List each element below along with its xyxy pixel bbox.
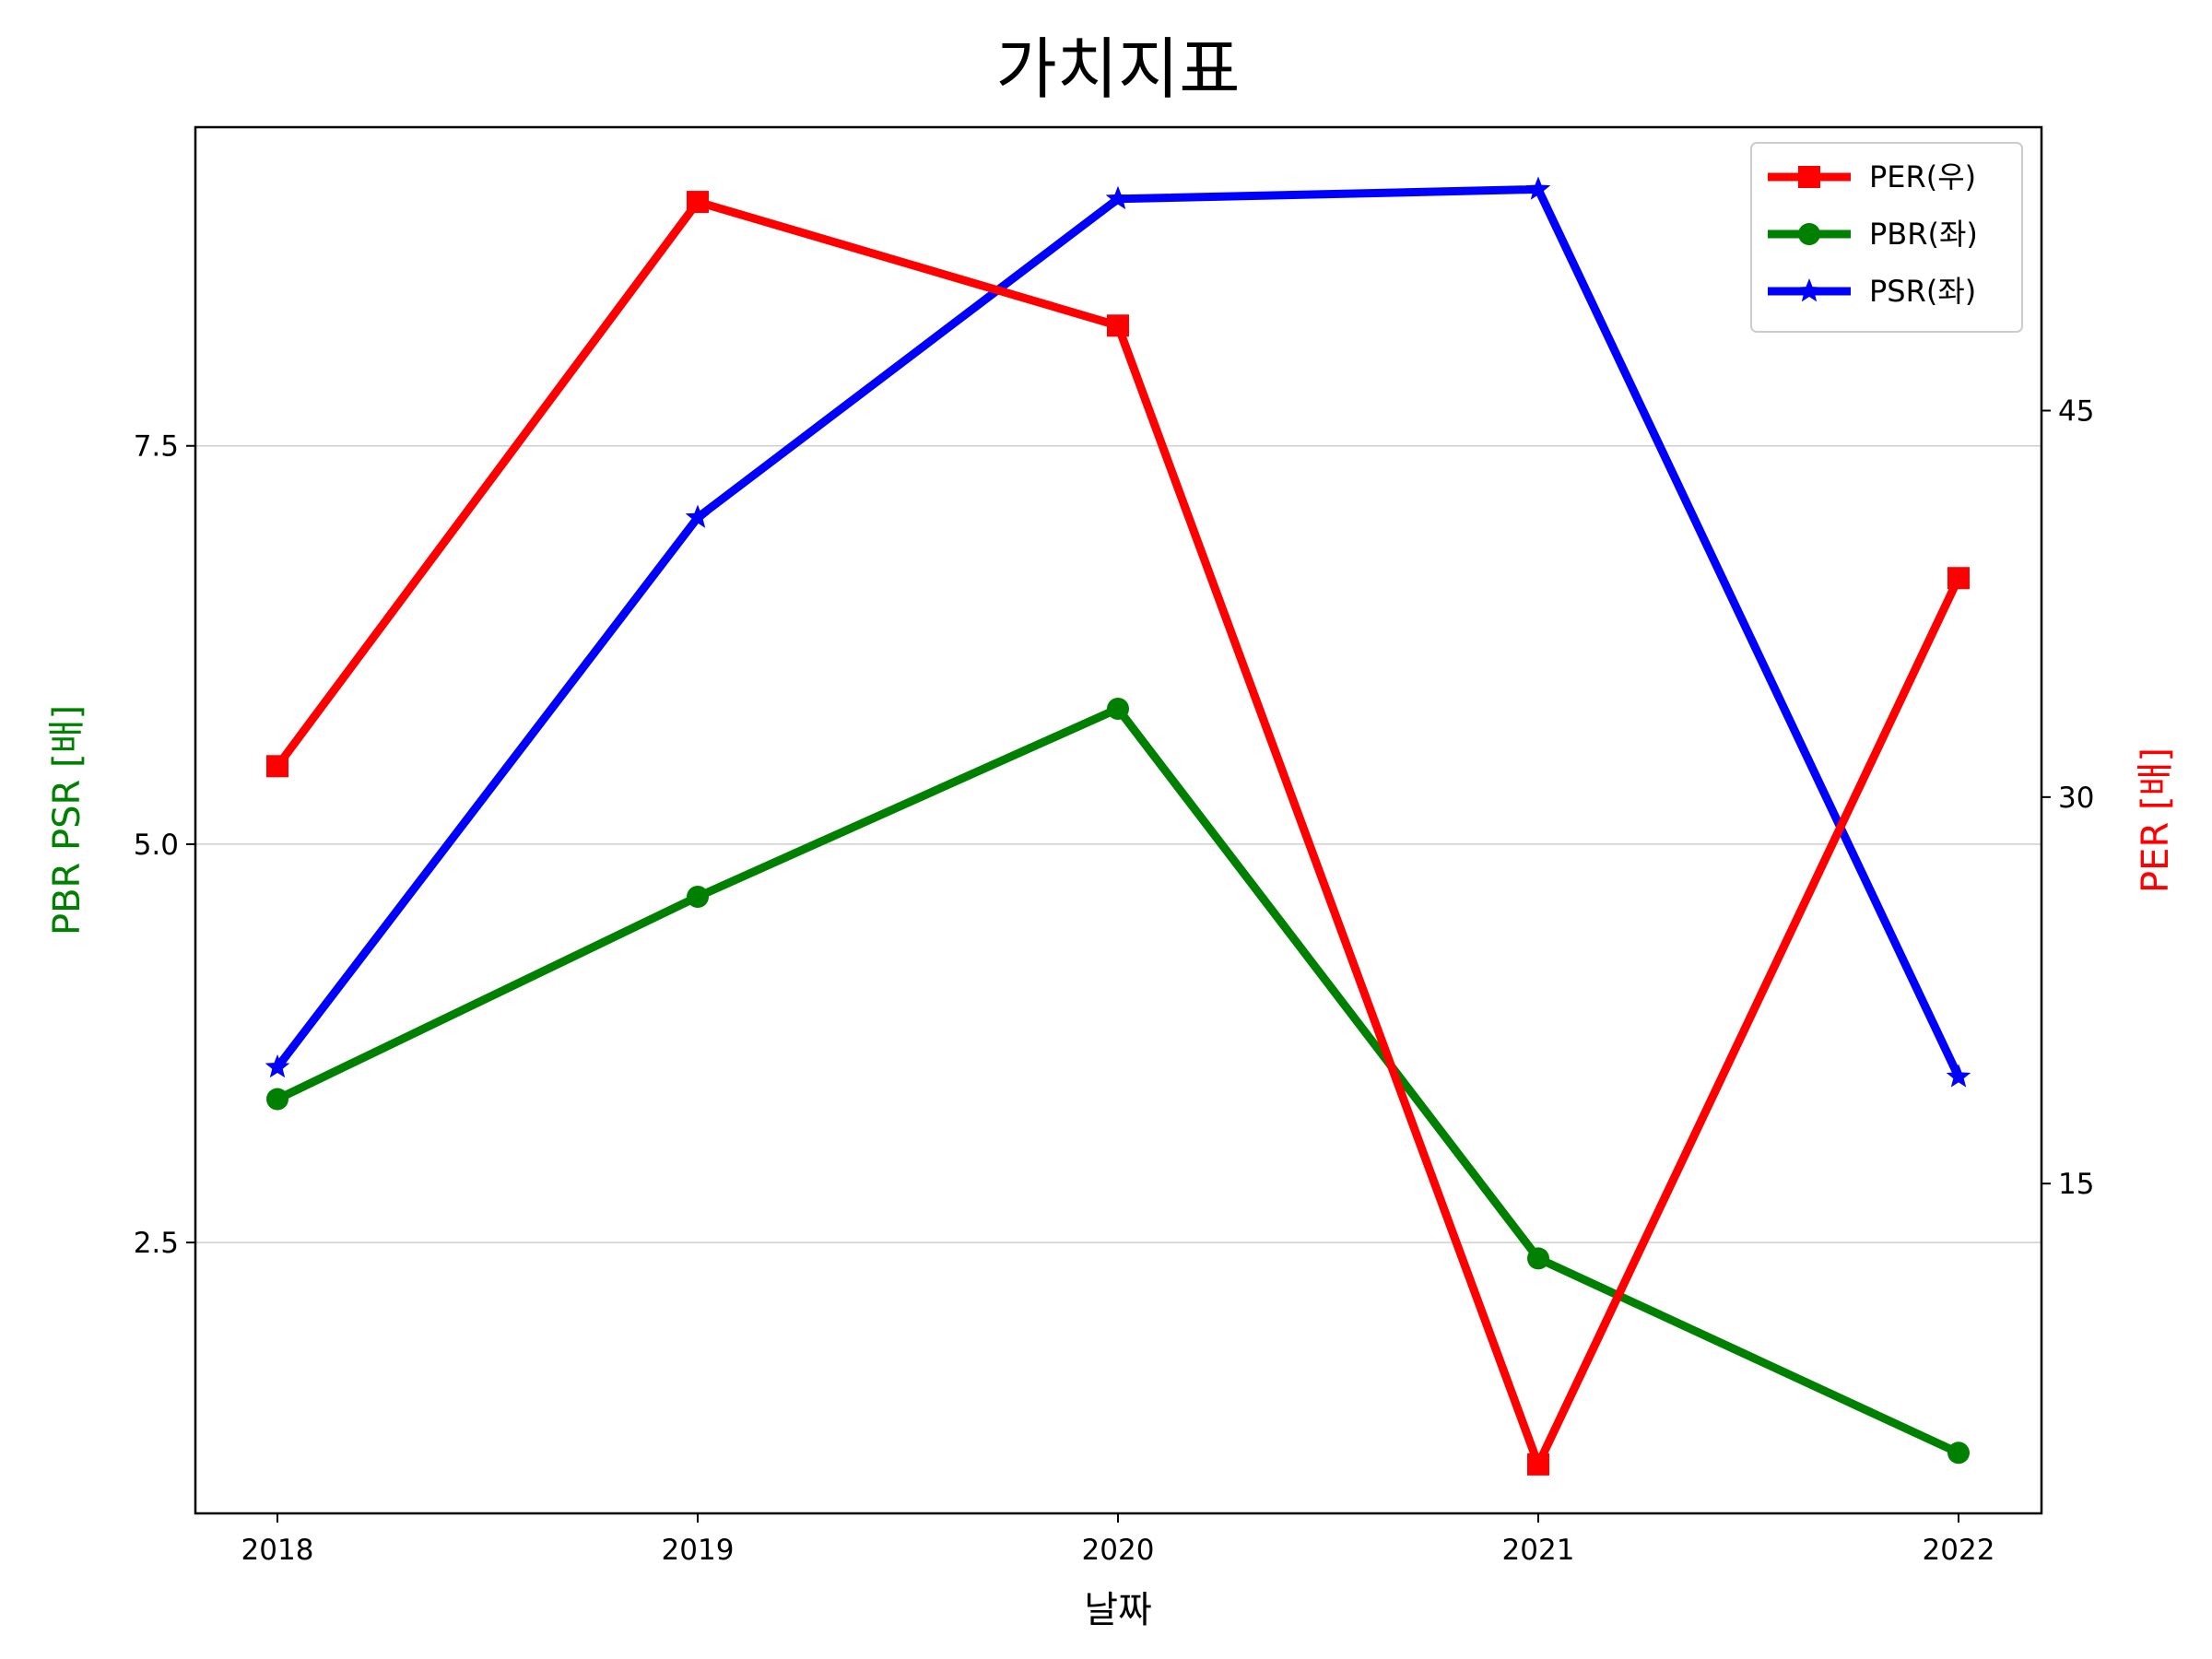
right-y-tick-label: 15 xyxy=(2058,1168,2094,1201)
data-point xyxy=(1525,176,1551,200)
data-point xyxy=(1107,697,1129,720)
data-point xyxy=(266,755,288,778)
x-axis-ticks: 2018 2019 2020 2021 2022 xyxy=(241,1513,1995,1567)
grid-lines xyxy=(195,444,2041,1243)
legend-box xyxy=(1750,142,2023,333)
x-tick-label: 2019 xyxy=(662,1534,735,1567)
left-y-tick-label: 7.5 xyxy=(134,430,179,464)
x-tick-label: 2021 xyxy=(1502,1534,1575,1567)
legend-swatch-marker xyxy=(1798,223,1820,245)
data-point xyxy=(687,191,709,214)
data-point xyxy=(1947,1441,1970,1465)
series-PSR(좌) xyxy=(265,176,1971,1088)
legend-swatch-marker xyxy=(1796,278,1822,302)
x-tick-label: 2022 xyxy=(1923,1534,1995,1567)
series-PBR(좌) xyxy=(266,697,1970,1465)
legend-label: PER(우) xyxy=(1869,159,1976,194)
right-y-axis-ticks: 15 30 45 xyxy=(2041,395,2094,1201)
x-tick-label: 2020 xyxy=(1082,1534,1155,1567)
left-y-axis-label: PBR PSR [배] xyxy=(46,705,88,935)
data-point xyxy=(265,1053,290,1078)
x-axis-label: 날짜 xyxy=(1084,1589,1152,1631)
data-point xyxy=(685,504,711,528)
legend-label: PBR(좌) xyxy=(1869,217,1978,252)
series-PER(우) xyxy=(266,191,1970,1476)
legend: PER(우) PBR(좌) PSR(좌) xyxy=(1750,142,2023,333)
data-point xyxy=(687,885,709,908)
x-tick-label: 2018 xyxy=(241,1534,314,1567)
data-point xyxy=(266,1088,288,1111)
left-y-tick-label: 5.0 xyxy=(134,829,179,862)
right-y-tick-label: 45 xyxy=(2058,395,2094,429)
data-point xyxy=(1946,1064,1971,1088)
data-point xyxy=(1105,185,1131,210)
series-lines xyxy=(265,176,1971,1476)
data-point xyxy=(1527,1453,1549,1476)
data-point xyxy=(1527,1247,1549,1270)
left-y-axis-ticks: 2.5 5.0 7.5 xyxy=(134,430,195,1260)
legend-label: PSR(좌) xyxy=(1869,274,1976,309)
data-point xyxy=(1107,314,1129,337)
legend-item: PBR(좌) xyxy=(1768,217,1978,252)
left-y-tick-label: 2.5 xyxy=(134,1227,179,1260)
data-point xyxy=(1947,567,1970,590)
legend-swatch-marker xyxy=(1798,166,1820,188)
legend-item: PER(우) xyxy=(1768,159,1976,194)
legend-item: PSR(좌) xyxy=(1768,274,1976,309)
right-y-tick-label: 30 xyxy=(2058,782,2094,815)
chart-title: 가치지표 xyxy=(996,30,1241,108)
right-y-axis-label: PER [배] xyxy=(2135,747,2177,893)
